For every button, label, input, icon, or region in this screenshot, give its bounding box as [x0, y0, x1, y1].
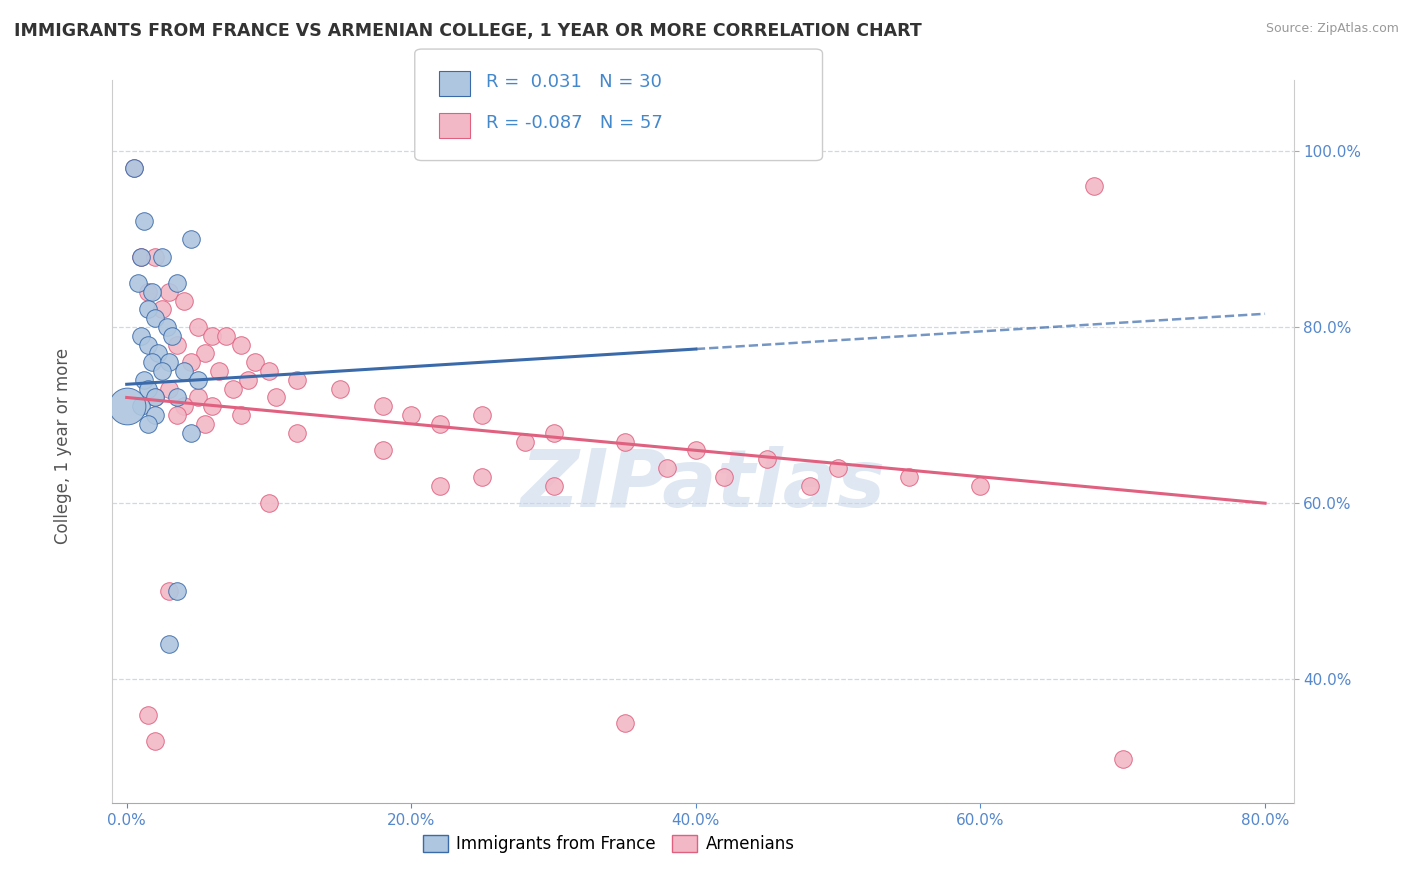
Text: IMMIGRANTS FROM FRANCE VS ARMENIAN COLLEGE, 1 YEAR OR MORE CORRELATION CHART: IMMIGRANTS FROM FRANCE VS ARMENIAN COLLE… [14, 22, 922, 40]
Point [136, 382, 159, 396]
Point [157, 382, 180, 396]
Point [180, 355, 202, 369]
Point [543, 425, 565, 440]
Point [222, 382, 245, 396]
Point [208, 364, 231, 378]
Point [150, 302, 173, 317]
Point [157, 285, 180, 299]
Point [141, 355, 163, 369]
Point [194, 346, 217, 360]
Point [129, 328, 152, 343]
Point [287, 373, 309, 387]
Point [117, 399, 139, 413]
Point [150, 250, 173, 264]
Point [257, 496, 280, 510]
Point [799, 478, 821, 492]
Point [173, 293, 195, 308]
Point [136, 707, 159, 722]
Point [471, 470, 494, 484]
Point [136, 285, 159, 299]
Point [143, 311, 166, 326]
Point [187, 373, 209, 387]
Point [180, 232, 202, 246]
Point [141, 285, 163, 299]
Point [143, 250, 166, 264]
Point [166, 391, 188, 405]
Point [180, 425, 202, 440]
Point [155, 320, 177, 334]
Point [143, 391, 166, 405]
Point [173, 399, 195, 413]
Point [287, 425, 309, 440]
Point [657, 461, 679, 475]
Point [146, 346, 169, 360]
Point [136, 302, 159, 317]
Point [401, 408, 423, 422]
Point [122, 161, 145, 176]
Point [513, 434, 536, 449]
Point [150, 364, 173, 378]
Point [129, 250, 152, 264]
Point [166, 276, 188, 290]
Point [898, 470, 921, 484]
Point [136, 417, 159, 431]
Point [157, 584, 180, 599]
Point [166, 584, 188, 599]
Point [143, 734, 166, 748]
Point [371, 443, 394, 458]
Point [969, 478, 991, 492]
Point [827, 461, 849, 475]
Point [243, 355, 266, 369]
Point [685, 443, 707, 458]
Point [471, 408, 494, 422]
Point [132, 373, 155, 387]
Point [229, 408, 252, 422]
Text: ZIPatlas: ZIPatlas [520, 446, 886, 524]
Point [129, 250, 152, 264]
Point [194, 417, 217, 431]
Legend: Immigrants from France, Armenians: Immigrants from France, Armenians [416, 828, 801, 860]
Point [236, 373, 259, 387]
Point [613, 434, 636, 449]
Point [143, 408, 166, 422]
Point [136, 337, 159, 351]
Point [215, 328, 238, 343]
Point [127, 276, 149, 290]
Point [1083, 179, 1105, 194]
Point [329, 382, 352, 396]
Point [229, 337, 252, 351]
Point [713, 470, 735, 484]
Point [132, 214, 155, 228]
Point [162, 328, 184, 343]
Point [543, 478, 565, 492]
Point [613, 716, 636, 731]
Point [257, 364, 280, 378]
Text: Source: ZipAtlas.com: Source: ZipAtlas.com [1265, 22, 1399, 36]
Point [1112, 752, 1135, 766]
Point [122, 161, 145, 176]
Point [157, 637, 180, 651]
Text: College, 1 year or more: College, 1 year or more [55, 348, 72, 544]
Point [187, 391, 209, 405]
Point [371, 399, 394, 413]
Point [201, 399, 224, 413]
Point [201, 328, 224, 343]
Text: R = -0.087   N = 57: R = -0.087 N = 57 [486, 114, 664, 132]
Point [429, 478, 451, 492]
Point [143, 391, 166, 405]
Point [173, 364, 195, 378]
Point [187, 320, 209, 334]
Point [129, 399, 152, 413]
Point [429, 417, 451, 431]
Point [264, 391, 287, 405]
Point [166, 337, 188, 351]
Point [157, 355, 180, 369]
Text: R =  0.031   N = 30: R = 0.031 N = 30 [486, 73, 662, 91]
Point [166, 408, 188, 422]
Point [756, 452, 779, 467]
